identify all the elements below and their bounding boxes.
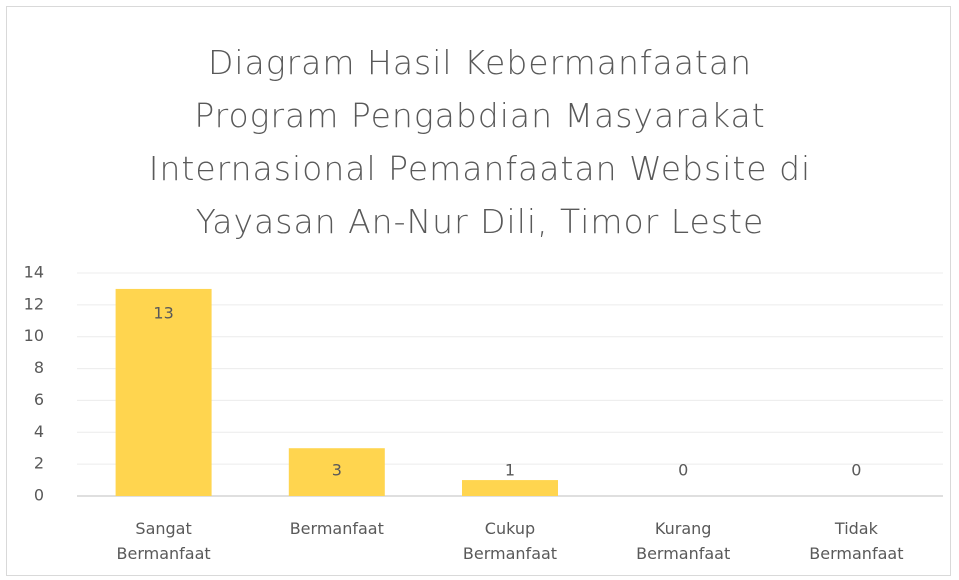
data-label: 0 [851, 461, 861, 480]
bar [288, 448, 385, 496]
bar [115, 288, 212, 496]
x-tick-label: Kurang Bermanfaat [636, 519, 731, 563]
y-tick-label: 12 [24, 294, 44, 313]
y-tick-label: 2 [34, 454, 44, 473]
data-label: 0 [678, 461, 688, 480]
y-tick-label: 8 [34, 358, 44, 377]
x-tick-label: Sangat Bermanfaat [116, 519, 211, 563]
data-label: 1 [505, 461, 515, 480]
chart-title: Diagram Hasil Kebermanfaatan Program Pen… [148, 43, 812, 241]
x-tick-label: Bermanfaat [289, 519, 384, 538]
y-tick-label: 6 [34, 390, 44, 409]
x-tick-label: Cukup Bermanfaat [462, 519, 558, 563]
y-tick-label: 10 [24, 326, 44, 345]
bar [462, 480, 558, 496]
data-label: 13 [153, 303, 173, 322]
y-tick-label: 0 [34, 486, 44, 505]
y-tick-label: 4 [34, 422, 44, 441]
data-label: 3 [332, 461, 342, 480]
chart-frame [6, 6, 951, 576]
x-tick-label: Tidak Bermanfaat [809, 519, 904, 563]
y-tick-label: 14 [24, 263, 44, 282]
